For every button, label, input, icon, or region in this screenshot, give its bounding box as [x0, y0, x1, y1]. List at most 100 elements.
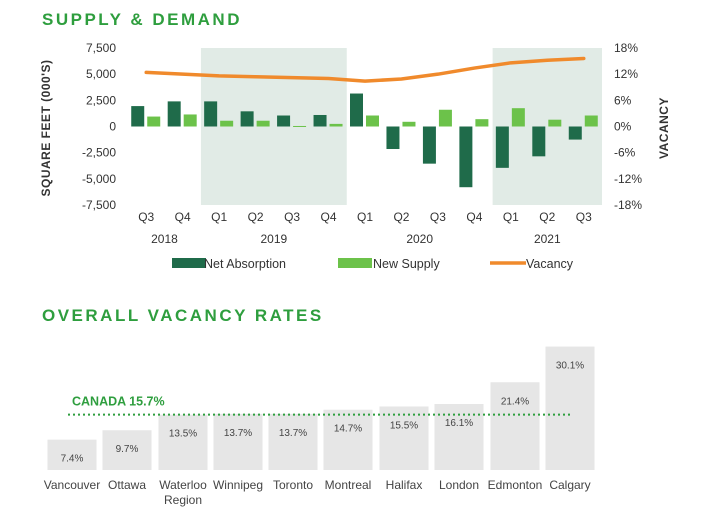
bar-new-supply — [511, 108, 525, 127]
x-tick-label: Q1 — [211, 210, 227, 224]
x-tick-label: Q3 — [138, 210, 154, 224]
x-tick-label: Q1 — [503, 210, 519, 224]
x-tick-label: Q4 — [321, 210, 337, 224]
x-tick-label: Q2 — [393, 210, 409, 224]
bar-net-absorption — [167, 101, 181, 127]
x-tick-label: Q3 — [576, 210, 592, 224]
bar-new-supply — [183, 114, 197, 127]
bar-data-label: 13.5% — [169, 429, 197, 440]
y-left-tick-label: -2,500 — [82, 146, 116, 160]
supply-demand-chart: 7,500 5,000 2,500 0 -2,500 -5,000 -7,500 18% 12%… — [39, 41, 671, 271]
y-right-tick-label: -12% — [614, 172, 642, 186]
y-right-tick-label: -18% — [614, 198, 642, 212]
vacancy-line — [144, 56, 586, 83]
y-right-tick-label: 6% — [614, 93, 632, 107]
bar-net-absorption — [277, 115, 291, 127]
vacancy-rates-title: OVERALL VACANCY RATES — [42, 306, 324, 325]
bar-data-label: 14.7% — [334, 424, 362, 435]
vacancy-bar — [102, 430, 152, 470]
bar-data-label: 30.1% — [556, 361, 584, 372]
bar-data-label: 7.4% — [61, 454, 84, 465]
x-category-label: Waterloo — [159, 478, 207, 492]
legend-label: Vacancy — [526, 257, 574, 271]
vacancy-bar — [268, 413, 318, 470]
vacancy-bar — [47, 439, 97, 470]
legend-label: Net Absorption — [204, 257, 286, 271]
x-category-label: Toronto — [273, 478, 313, 492]
vacancy-bar — [323, 409, 373, 470]
bar-new-supply — [293, 125, 307, 127]
x-tick-label: Q4 — [466, 210, 482, 224]
bar-new-supply — [548, 119, 562, 127]
vacancy-bar — [434, 403, 484, 470]
legend-swatch — [338, 258, 372, 268]
y-right-tick-label: 18% — [614, 41, 638, 55]
bar-new-supply — [475, 119, 489, 127]
bar-new-supply — [402, 121, 416, 127]
x-category-label: Vancouver — [44, 478, 100, 492]
bar-new-supply — [584, 115, 598, 127]
vacancy-bar — [379, 406, 429, 470]
vacancy-bar — [490, 382, 540, 470]
legend-label: New Supply — [373, 257, 440, 271]
y-left-tick-label: -5,000 — [82, 172, 116, 186]
bar-net-absorption — [495, 126, 509, 168]
x-year-label: 2020 — [406, 232, 433, 246]
y-right-tick-label: 0% — [614, 120, 632, 134]
year-shade-2021 — [492, 48, 602, 205]
x-category-label: Edmonton — [488, 478, 543, 492]
bar-net-absorption — [131, 106, 145, 127]
bar-net-absorption — [204, 101, 218, 127]
y-left-tick-label: 0 — [109, 120, 116, 134]
y-right-tick-label: 12% — [614, 67, 638, 81]
x-category-label: Montreal — [325, 478, 372, 492]
x-category-label: Halifax — [386, 478, 423, 492]
vacancy-bar — [213, 413, 263, 470]
x-year-label: 2019 — [260, 232, 287, 246]
bar-data-label: 21.4% — [501, 396, 529, 407]
bar-net-absorption — [422, 126, 436, 164]
x-category-label: Ottawa — [108, 478, 146, 492]
bar-data-label: 15.5% — [390, 420, 418, 431]
x-category-label: London — [439, 478, 479, 492]
x-tick-label: Q1 — [357, 210, 373, 224]
vacancy-bar — [545, 346, 595, 470]
bar-net-absorption — [350, 93, 363, 127]
y-right-tick-label: -6% — [614, 146, 636, 160]
x-category-label: Winnipeg — [213, 478, 263, 492]
y-right-axis-title: VACANCY — [657, 97, 671, 159]
bar-net-absorption — [568, 126, 582, 140]
bar-new-supply — [256, 120, 270, 127]
y-left-axis-title: SQUARE FEET (000'S) — [39, 59, 53, 196]
bar-new-supply — [329, 123, 343, 127]
y-left-tick-label: 5,000 — [86, 67, 116, 81]
y-left-tick-label: 2,500 — [86, 93, 116, 107]
supply-demand-title: SUPPLY & DEMAND — [42, 10, 242, 29]
x-category-label: Calgary — [549, 478, 590, 492]
bar-data-label: 13.7% — [224, 428, 252, 439]
bar-new-supply — [366, 115, 379, 127]
bar-net-absorption — [240, 111, 254, 127]
x-tick-label: Q4 — [175, 210, 191, 224]
bar-data-label: 9.7% — [116, 444, 139, 455]
legend-swatch — [172, 258, 206, 268]
x-category-label: Region — [164, 493, 202, 507]
canada-reference-label: CANADA 15.7% — [72, 395, 165, 409]
vacancy-bar — [158, 414, 208, 470]
bar-new-supply — [220, 120, 234, 127]
x-year-label: 2021 — [534, 232, 561, 246]
bar-data-label: 13.7% — [279, 428, 307, 439]
bar-net-absorption — [313, 114, 327, 127]
bar-net-absorption — [386, 126, 400, 150]
x-tick-label: Q3 — [430, 210, 446, 224]
bar-new-supply — [147, 116, 161, 127]
x-tick-label: Q2 — [539, 210, 555, 224]
bar-net-absorption — [459, 126, 473, 188]
bar-data-label: 16.1% — [445, 418, 473, 429]
x-tick-label: Q2 — [248, 210, 264, 224]
x-tick-label: Q3 — [284, 210, 300, 224]
x-year-label: 2018 — [151, 232, 178, 246]
y-left-tick-label: 7,500 — [86, 41, 116, 55]
y-left-tick-label: -7,500 — [82, 198, 116, 212]
bar-new-supply — [438, 109, 452, 127]
